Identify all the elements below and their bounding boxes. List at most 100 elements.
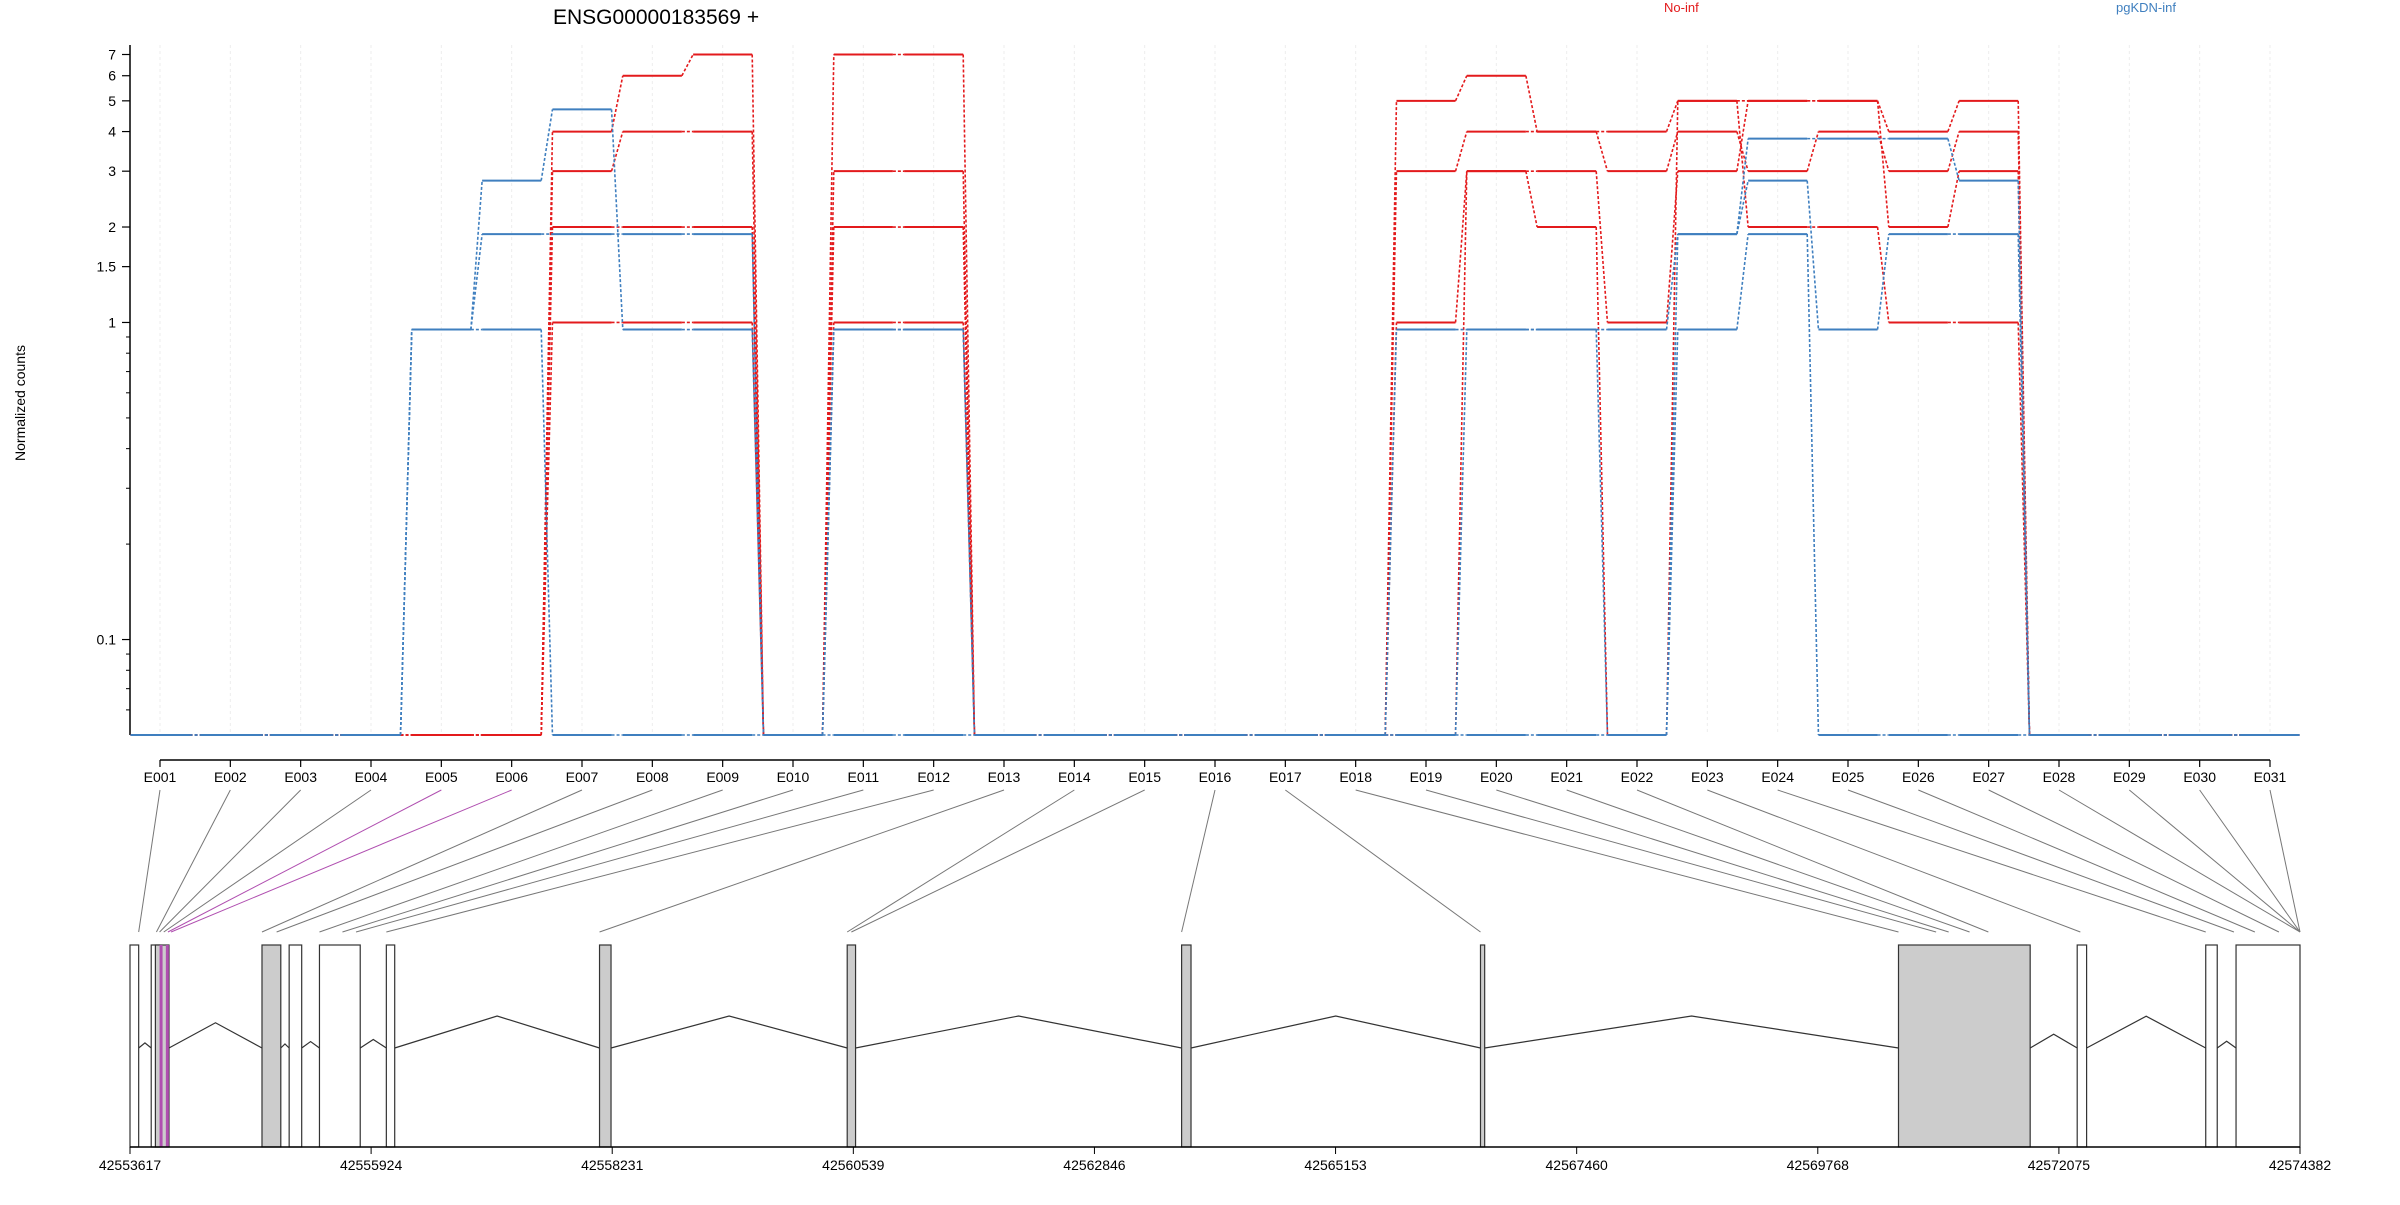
x-tick-label: E003 [284, 769, 317, 785]
y-tick-label: 1.5 [97, 259, 117, 275]
intron-line [855, 1015, 1182, 1049]
x-tick-label: E012 [917, 769, 950, 785]
exon-connector [1777, 789, 2206, 933]
exon-connector [1181, 789, 1216, 933]
intron-line [301, 1040, 320, 1049]
exon-box [598, 944, 612, 1148]
exon-box [2205, 944, 2218, 1148]
exon-connector [342, 789, 794, 933]
gene-model [129, 944, 2301, 1148]
genomic-axis-ticks: 42553617 42555924 42558231 42560539 42562846… [99, 1146, 2332, 1173]
exon-connector [167, 789, 442, 933]
genomic-tick-label: 42558231 [581, 1157, 644, 1173]
exon-connector [851, 789, 1145, 933]
exon-connectors [138, 789, 2301, 933]
x-tick-label: E020 [1480, 769, 1513, 785]
exon-connector [1496, 789, 1949, 933]
exon-box [129, 944, 140, 1148]
exon-connector [170, 789, 512, 933]
series-transition [189, 233, 2241, 736]
exon-connector [355, 789, 864, 933]
exon-connector [1988, 789, 2280, 933]
y-tick-label: 3 [108, 163, 116, 179]
x-tick-label: E025 [1832, 769, 1865, 785]
exon-connector [386, 789, 934, 933]
genomic-tick-label: 42574382 [2269, 1157, 2332, 1173]
x-tick-label: E009 [706, 769, 739, 785]
intron-line [359, 1038, 387, 1049]
x-axis-ticks: E001 E002 E003 E004 E005 E006 E007 E008 E009 E010… [144, 760, 2287, 785]
chart-title: ENSG00000183569 + [553, 6, 759, 29]
intron-line [2086, 1015, 2207, 1049]
y-tick-label: 1 [108, 314, 116, 330]
genomic-tick-label: 42555924 [340, 1157, 403, 1173]
x-tick-label: E030 [2183, 769, 2216, 785]
grid-lines [159, 45, 2271, 735]
x-tick-label: E011 [847, 769, 879, 785]
y-tick-label: 2 [108, 219, 116, 235]
y-tick-label: 5 [108, 93, 116, 109]
exon-connector [2199, 789, 2301, 933]
exon-box [261, 944, 282, 1148]
genomic-tick-label: 42562846 [1063, 1157, 1126, 1173]
genomic-tick-label: 42560539 [822, 1157, 885, 1173]
exon-connector [2058, 789, 2301, 933]
exon-connector [599, 789, 1005, 933]
x-tick-label: E021 [1550, 769, 1583, 785]
exon-connector [163, 789, 372, 933]
exon-box [1897, 944, 2031, 1148]
x-tick-label: E018 [1339, 769, 1372, 785]
exon-connector [846, 789, 1075, 933]
x-tick-label: E001 [144, 769, 177, 785]
exon-box [1479, 944, 1486, 1148]
exon-connector [2269, 789, 2301, 933]
exon-connector [1847, 789, 2235, 933]
x-tick-label: E017 [1269, 769, 1302, 785]
x-tick-label: E027 [1972, 769, 2005, 785]
x-tick-label: E015 [1128, 769, 1161, 785]
exon-connector [1636, 789, 1989, 933]
x-tick-label: E029 [2113, 769, 2146, 785]
exon-connector [138, 789, 161, 933]
x-tick-label: E008 [636, 769, 669, 785]
exon-connector [155, 789, 231, 933]
exon-connector [2129, 789, 2301, 933]
x-tick-label: E013 [988, 769, 1021, 785]
intron-line [280, 1043, 290, 1049]
exon-box [2076, 944, 2088, 1148]
y-tick-label: 0.1 [97, 632, 117, 648]
legend-label-no-inf: No-inf [1664, 0, 1699, 15]
x-tick-label: E005 [425, 769, 458, 785]
series-lines [130, 53, 2300, 736]
genomic-tick-label: 42565153 [1304, 1157, 1367, 1173]
exon-connector [1285, 789, 1481, 933]
exon-connector [261, 789, 583, 933]
exon-connector [1707, 789, 2081, 933]
exon-box [288, 944, 303, 1148]
exon-connector [1355, 789, 1899, 933]
x-tick-label: E026 [1902, 769, 1935, 785]
exon-box [2235, 944, 2301, 1148]
intron-line [138, 1042, 152, 1049]
x-tick-label: E016 [1199, 769, 1232, 785]
x-tick-label: E019 [1410, 769, 1443, 785]
x-tick-label: E014 [1058, 769, 1091, 785]
x-tick-label: E004 [355, 769, 388, 785]
y-axis-label: Normalized counts [12, 345, 28, 461]
series-transition [189, 130, 2241, 736]
legend-label-pgkdn-inf: pgKDN-inf [2116, 0, 2176, 15]
exon-box [1181, 944, 1192, 1148]
x-tick-label: E022 [1621, 769, 1654, 785]
intron-line [2029, 1033, 2078, 1049]
intron-line [610, 1015, 848, 1049]
x-tick-label: E010 [777, 769, 810, 785]
x-tick-label: E028 [2043, 769, 2076, 785]
exon-box [846, 944, 857, 1148]
genomic-tick-label: 42572075 [2028, 1157, 2091, 1173]
genomic-tick-label: 42569768 [1787, 1157, 1850, 1173]
genomic-tick-label: 42567460 [1546, 1157, 1609, 1173]
x-tick-label: E023 [1691, 769, 1724, 785]
x-tick-label: E006 [495, 769, 528, 785]
intron-line [2216, 1040, 2237, 1049]
